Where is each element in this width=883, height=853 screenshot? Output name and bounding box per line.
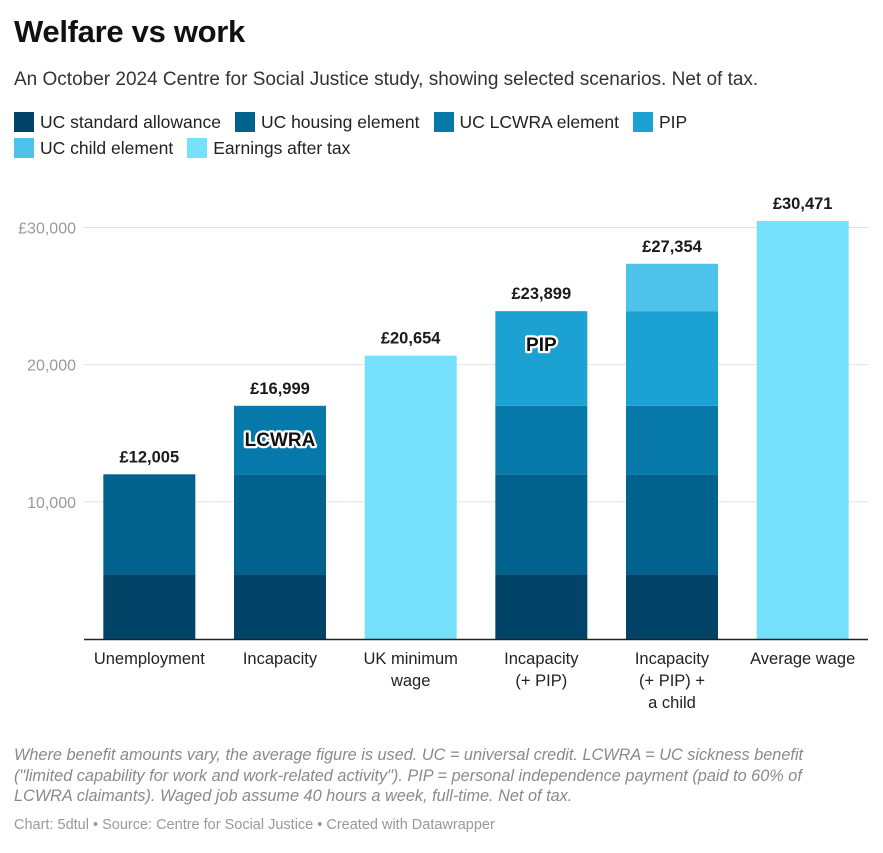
- bar-segment: [364, 355, 457, 639]
- chart-notes: Where benefit amounts vary, the average …: [14, 746, 804, 805]
- x-category-label: Incapacity: [635, 650, 710, 668]
- legend-item: PIP: [633, 112, 687, 132]
- legend-swatch: [433, 112, 454, 132]
- x-category-label: UK minimum: [363, 650, 457, 668]
- legend-item: UC housing element: [234, 111, 420, 132]
- bar-segment: [756, 221, 849, 639]
- legend-label: PIP: [659, 111, 688, 132]
- bar-segment: [626, 574, 718, 639]
- legend-item: UC LCWRA element: [433, 111, 620, 132]
- bar-segment: [626, 311, 718, 406]
- legend-swatch: [187, 138, 208, 158]
- legend-label: UC LCWRA element: [459, 111, 620, 132]
- bar-segment: [234, 474, 326, 575]
- x-category-label: Incapacity: [504, 650, 579, 668]
- legend-swatch: [633, 112, 653, 132]
- bar-segment: [495, 405, 588, 475]
- bar-segment: [103, 574, 196, 639]
- bar-total-label: £23,899: [512, 285, 572, 303]
- legend-swatch: [234, 112, 255, 132]
- chart-plot: 10,000 20,000 £30,000 £12,005 Unemployment £1…: [18, 195, 868, 712]
- bar-segment: [626, 263, 718, 312]
- y-tick-label: 10,000: [27, 495, 76, 512]
- legend-item: UC standard allowance: [14, 112, 221, 132]
- bar-segment: [626, 474, 718, 575]
- segment-annotation: PIP: [526, 335, 557, 356]
- x-category-label: (+ PIP): [515, 672, 567, 690]
- legend-swatch: [14, 138, 34, 158]
- legend-item: UC child element: [14, 138, 173, 158]
- legend: UC standard allowance UC housing element U…: [14, 112, 864, 158]
- bar-segment: [495, 311, 588, 406]
- legend-label: Earnings after tax: [213, 137, 351, 158]
- bar-segment: [626, 405, 718, 475]
- bar-total-label: £30,471: [773, 195, 833, 213]
- bar-segment: [495, 574, 588, 639]
- legend-label: UC housing element: [260, 111, 420, 132]
- bar-total-label: £16,999: [250, 380, 310, 398]
- x-category-label: a child: [648, 694, 696, 712]
- bar-total-label: £20,654: [381, 330, 441, 348]
- legend-item: Earnings after tax: [187, 138, 350, 158]
- x-category-label: Average wage: [750, 650, 855, 668]
- x-category-label: Unemployment: [94, 650, 205, 668]
- y-tick-label: £30,000: [18, 220, 76, 237]
- bar-segment: [234, 405, 326, 475]
- x-category-label: wage: [390, 672, 430, 690]
- legend-label: UC standard allowance: [40, 111, 221, 132]
- segment-annotation: LCWRA: [245, 430, 316, 451]
- chart-credit: Chart: 5dtul • Source: Centre for Social…: [14, 817, 495, 833]
- legend-label: UC child element: [40, 137, 174, 158]
- x-category-label: Incapacity: [243, 650, 318, 668]
- chart-title: Welfare vs work: [14, 14, 245, 49]
- bar-total-label: £27,354: [642, 238, 702, 256]
- x-category-label: (+ PIP) +: [639, 672, 705, 690]
- chart-subtitle: An October 2024 Centre for Social Justic…: [14, 69, 759, 90]
- bar-segment: [103, 474, 196, 575]
- bar-segment: [495, 474, 588, 575]
- bar-total-label: £12,005: [120, 448, 180, 466]
- bar-segment: [234, 574, 326, 639]
- y-tick-label: 20,000: [27, 358, 76, 375]
- legend-swatch: [14, 112, 34, 132]
